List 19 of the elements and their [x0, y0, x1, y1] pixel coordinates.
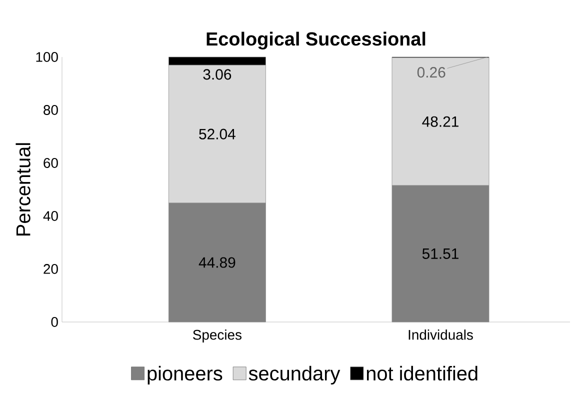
y-tick-label: 20: [44, 264, 58, 274]
legend-label: secundary: [248, 366, 340, 385]
data-label: 52.04: [199, 128, 236, 140]
y-tick-label: 40: [43, 211, 58, 221]
x-tick-label: Species: [193, 330, 242, 343]
data-label: 48.21: [422, 116, 458, 127]
y-tick-label: 60: [44, 158, 58, 168]
x-tick-label: Individuals: [408, 330, 473, 340]
y-tick-label: 80: [44, 105, 58, 115]
data-label: 0.26: [417, 67, 446, 78]
legend-label: pioneers: [148, 366, 222, 385]
chart-title: Ecological Successional: [206, 32, 426, 50]
y-axis-title: Percentual: [16, 143, 30, 236]
data-label: 3.06: [203, 69, 232, 80]
data-label: 51.51: [422, 248, 458, 259]
y-tick-label: 0: [51, 317, 58, 327]
legend-label: not identified: [366, 366, 478, 381]
data-label: 44.89: [198, 257, 236, 268]
y-tick-label: 100: [36, 52, 58, 62]
